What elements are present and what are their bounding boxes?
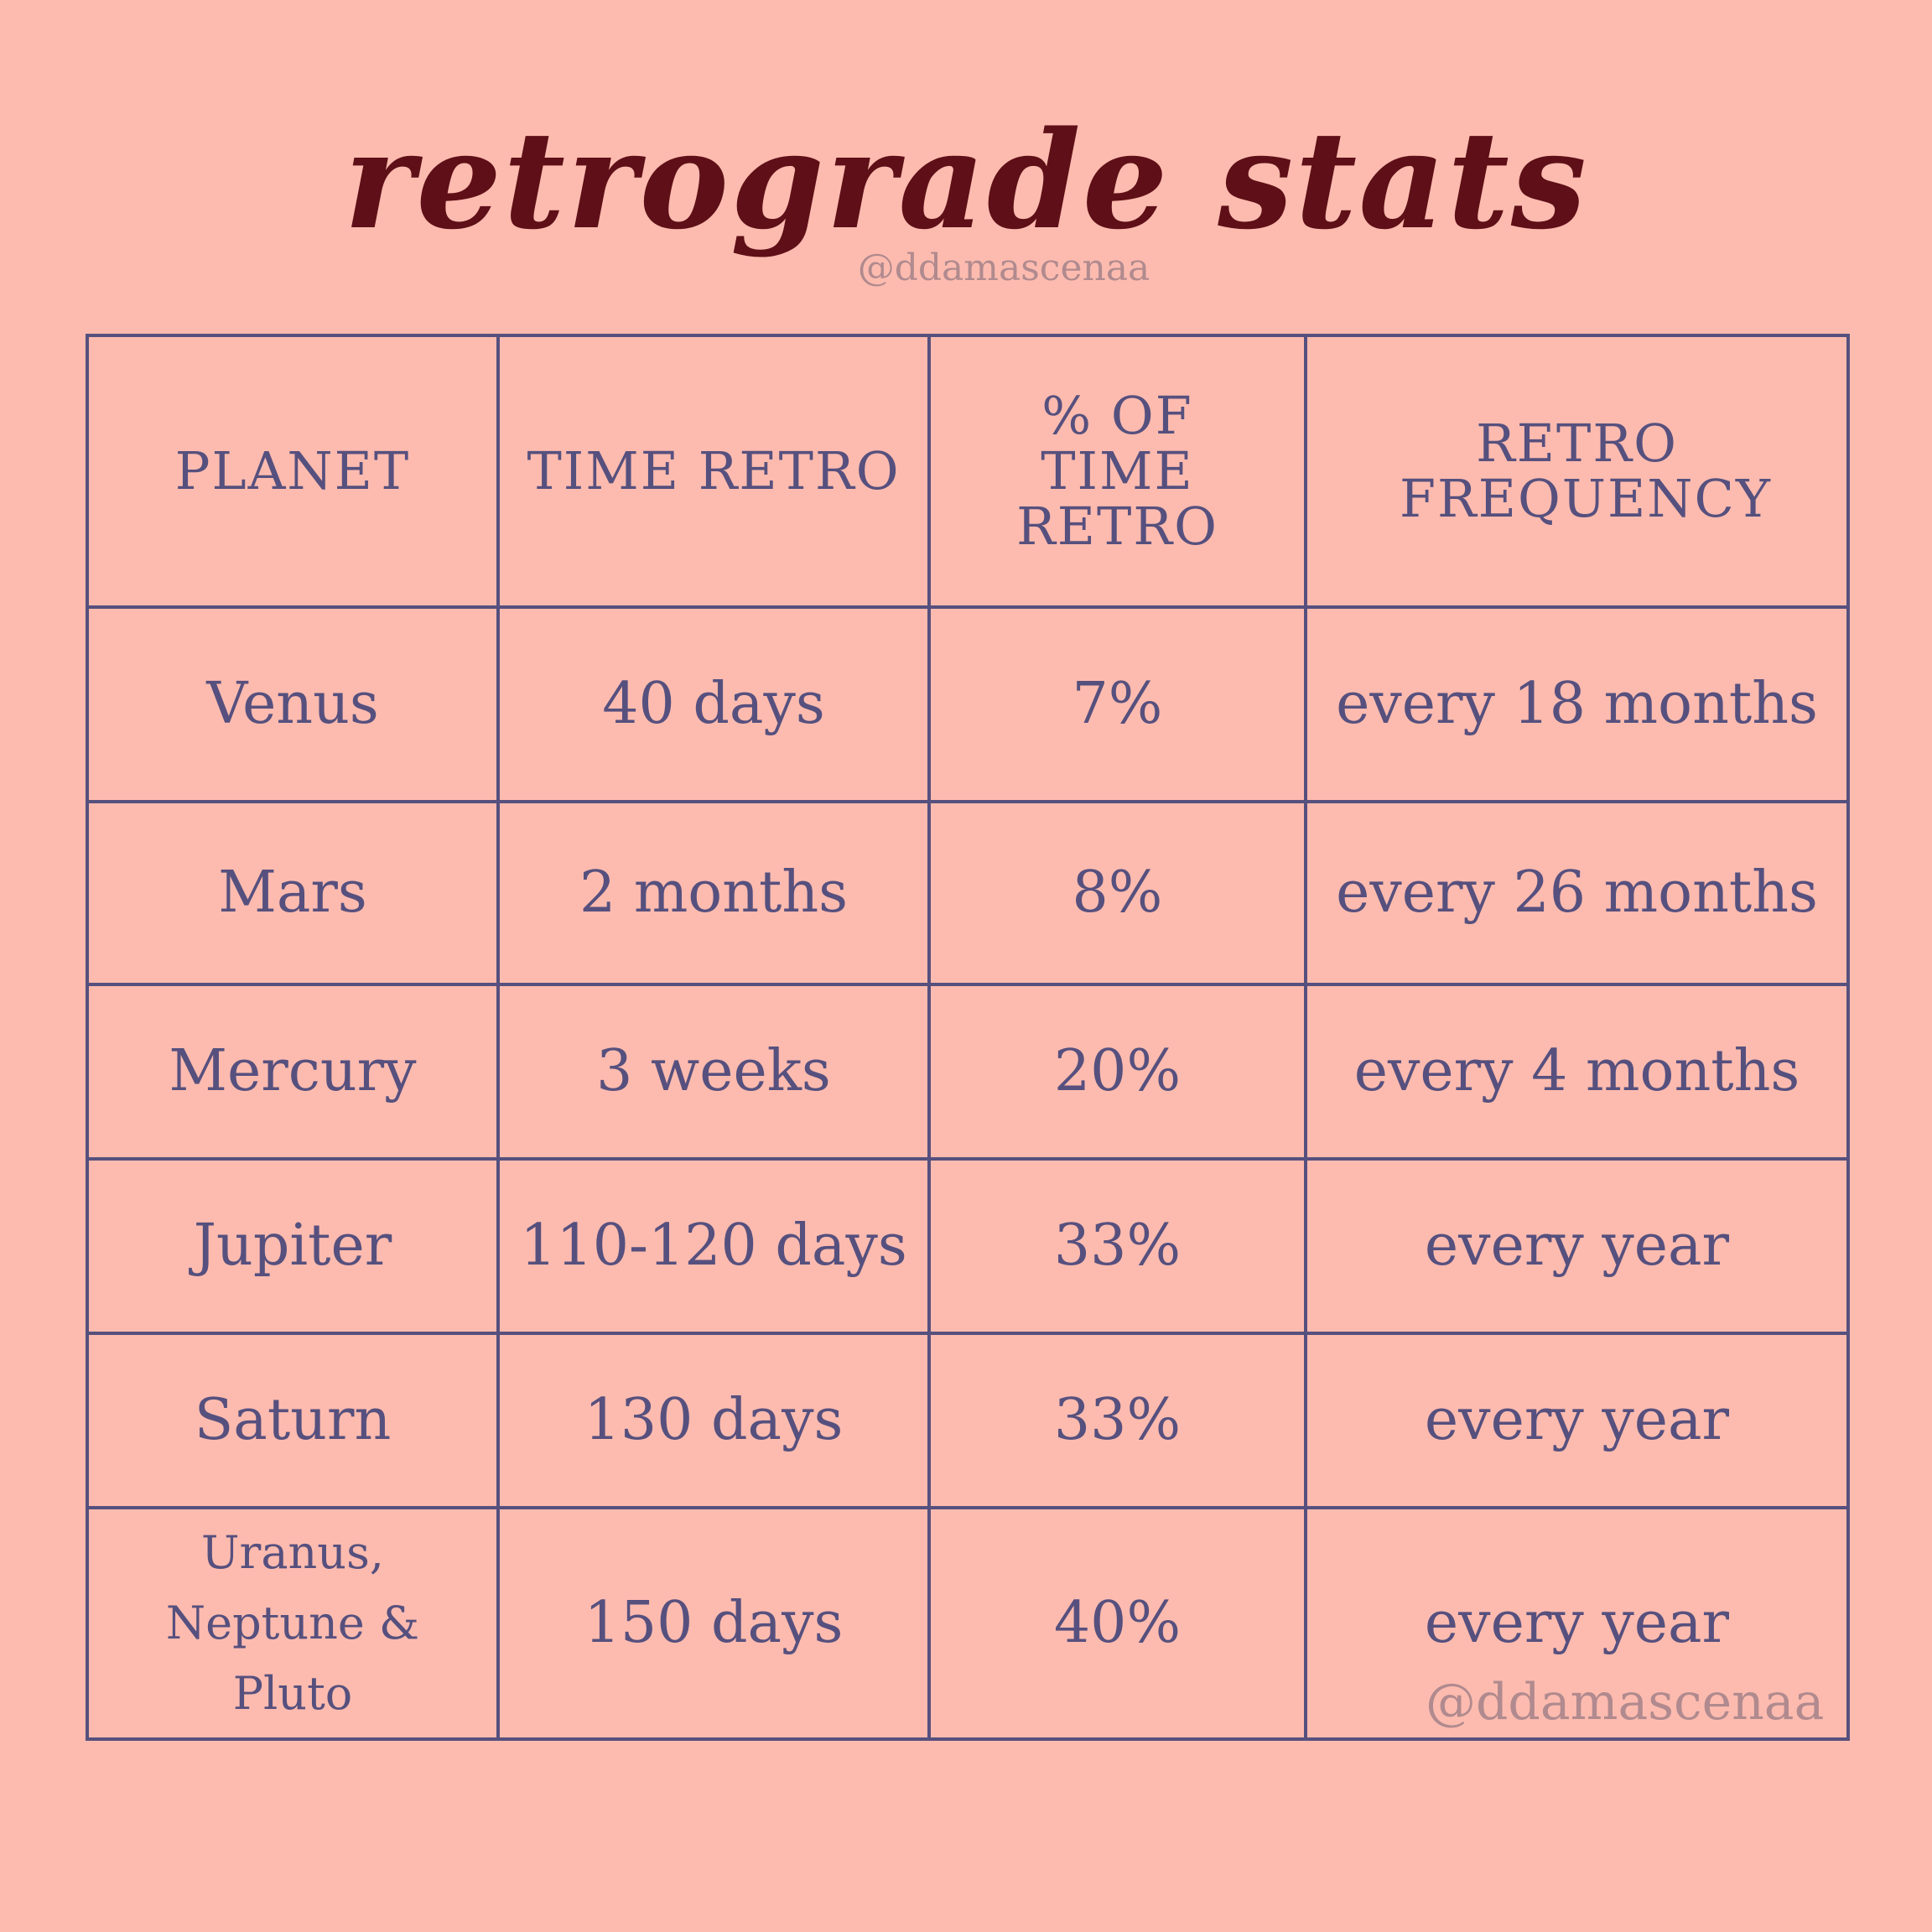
cell-percent: 8% bbox=[927, 800, 1307, 986]
cell-time-retro: 130 days bbox=[496, 1332, 931, 1509]
table-header-row: PLANET TIME RETRO % OF TIME RETRO RETRO … bbox=[86, 334, 1850, 609]
cell-frequency: every 4 months bbox=[1304, 983, 1850, 1161]
table-row: Mars 2 months 8% every 26 months bbox=[86, 800, 1850, 986]
header-percent-time-retro: % OF TIME RETRO bbox=[927, 334, 1307, 609]
cell-time-retro: 150 days bbox=[496, 1506, 931, 1741]
cell-frequency: every year bbox=[1304, 1506, 1850, 1741]
cell-frequency: every 26 months bbox=[1304, 800, 1850, 986]
table-row: Uranus, Neptune & Pluto 150 days 40% eve… bbox=[86, 1506, 1850, 1741]
cell-frequency: every 18 months bbox=[1304, 605, 1850, 803]
cell-planet: Uranus, Neptune & Pluto bbox=[86, 1506, 500, 1741]
header-time-retro: TIME RETRO bbox=[496, 334, 931, 609]
cell-planet: Mars bbox=[86, 800, 500, 986]
cell-percent: 33% bbox=[927, 1332, 1307, 1509]
cell-frequency: every year bbox=[1304, 1332, 1850, 1509]
cell-percent: 20% bbox=[927, 983, 1307, 1161]
cell-time-retro: 110-120 days bbox=[496, 1157, 931, 1335]
table-row: Jupiter 110-120 days 33% every year bbox=[86, 1157, 1850, 1335]
cell-time-retro: 3 weeks bbox=[496, 983, 931, 1161]
cell-time-retro: 40 days bbox=[496, 605, 931, 803]
page-title: retrograde stats bbox=[344, 101, 1588, 259]
author-handle-bottom: @ddamascenaa bbox=[1426, 1673, 1825, 1732]
header-planet: PLANET bbox=[86, 334, 500, 609]
table-row: Saturn 130 days 33% every year bbox=[86, 1332, 1850, 1509]
cell-planet: Saturn bbox=[86, 1332, 500, 1509]
cell-planet: Venus bbox=[86, 605, 500, 803]
retrograde-table: PLANET TIME RETRO % OF TIME RETRO RETRO … bbox=[86, 334, 1850, 1741]
table-row: Venus 40 days 7% every 18 months bbox=[86, 605, 1850, 803]
cell-planet: Mercury bbox=[86, 983, 500, 1161]
cell-frequency: every year bbox=[1304, 1157, 1850, 1335]
cell-percent: 33% bbox=[927, 1157, 1307, 1335]
author-handle-top: @ddamascenaa bbox=[857, 247, 1150, 289]
cell-percent: 7% bbox=[927, 605, 1307, 803]
table-row: Mercury 3 weeks 20% every 4 months bbox=[86, 983, 1850, 1161]
cell-percent: 40% bbox=[927, 1506, 1307, 1741]
cell-planet: Jupiter bbox=[86, 1157, 500, 1335]
header-retro-frequency: RETRO FREQUENCY bbox=[1304, 334, 1850, 609]
cell-time-retro: 2 months bbox=[496, 800, 931, 986]
